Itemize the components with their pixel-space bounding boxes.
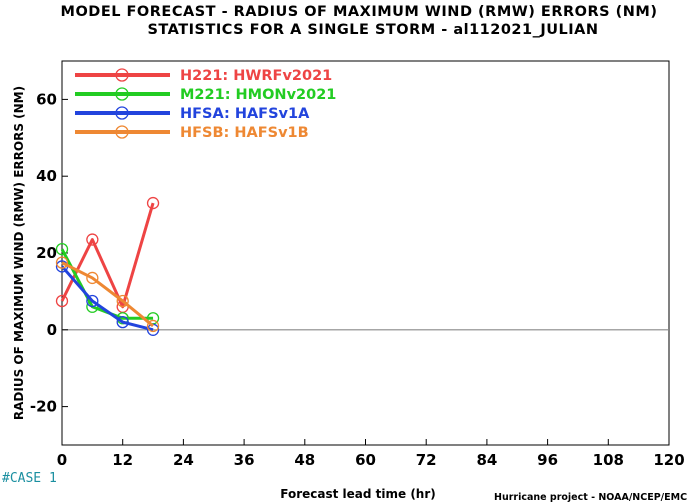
legend-marker: [115, 68, 129, 82]
series-hfsa: [55, 260, 160, 336]
y-tick-label: 20: [36, 244, 57, 262]
series-h221: [55, 196, 160, 313]
data-point: [146, 319, 160, 333]
y-tick-label: 0: [47, 321, 57, 339]
legend-item-hfsb: HFSB: HAFSv1B: [75, 125, 309, 141]
legend-item-h221: H221: HWRFv2021: [75, 68, 332, 84]
legend-label: H221: HWRFv2021: [180, 68, 332, 84]
x-tick-label: 24: [173, 451, 194, 469]
x-tick-label: 12: [112, 451, 133, 469]
series-line: [60, 265, 154, 332]
legend-label: HFSB: HAFSv1B: [180, 125, 309, 141]
x-tick-label: 48: [294, 451, 315, 469]
series-hfsb: [55, 256, 160, 333]
data-point: [86, 271, 99, 285]
credit-text: Hurricane project - NOAA/NCEP/EMC: [494, 492, 687, 503]
data-point: [146, 196, 160, 210]
data-point: [55, 243, 69, 256]
data-point: [116, 294, 129, 308]
legend-label: HFSA: HAFSv1A: [180, 106, 310, 122]
legend-marker: [115, 87, 129, 101]
y-tick-label: -20: [30, 398, 57, 416]
data-point: [86, 233, 99, 246]
series-line: [61, 261, 155, 328]
y-tick-label: 60: [36, 90, 57, 108]
x-tick-label: 72: [416, 451, 437, 469]
x-tick-label: 60: [355, 451, 376, 469]
y-axis-label: RADIUS OF MAXIMUM WIND (RMW) ERRORS (NM): [12, 86, 26, 420]
data-point: [116, 315, 129, 329]
legend-marker: [115, 106, 129, 120]
series-group: [55, 196, 160, 336]
data-point: [86, 294, 99, 308]
y-tick-label: 40: [36, 167, 57, 185]
chart-subtitle: STATISTICS FOR A SINGLE STORM - al112021…: [147, 22, 598, 38]
x-tick-label: 120: [653, 451, 684, 469]
y-axis-ticks: -20 0 20 40 60: [30, 90, 68, 416]
x-tick-label: 36: [234, 451, 255, 469]
x-axis-label: Forecast lead time (hr): [280, 487, 436, 501]
legend-item-hfsa: HFSA: HAFSv1A: [75, 106, 310, 122]
x-axis-ticks: 0 12 24 36 48 60 72 84 96 108 120: [57, 439, 685, 469]
legend-item-m221: M221: HMONv2021: [75, 87, 336, 103]
legend: H221: HWRFv2021 M221: HMONv2021 HFSA: HAFS…: [75, 68, 336, 141]
x-tick-label: 108: [593, 451, 624, 469]
data-point: [55, 256, 69, 269]
x-tick-label: 84: [476, 451, 497, 469]
data-point: [55, 294, 69, 308]
plot-frame: [61, 60, 670, 446]
chart-title: MODEL FORECAST - RADIUS OF MAXIMUM WIND …: [61, 4, 658, 20]
legend-label: M221: HMONv2021: [180, 87, 336, 103]
x-tick-label: 96: [537, 451, 558, 469]
legend-marker: [115, 125, 129, 139]
x-tick-label: 0: [57, 451, 67, 469]
case-label: #CASE 1: [2, 471, 57, 486]
